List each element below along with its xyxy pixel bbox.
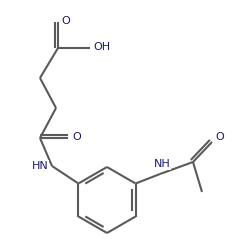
Text: O: O (216, 132, 224, 142)
Text: HN: HN (32, 161, 48, 171)
Text: O: O (62, 16, 70, 26)
Text: O: O (73, 132, 81, 142)
Text: NH: NH (154, 159, 170, 169)
Text: OH: OH (93, 42, 111, 52)
